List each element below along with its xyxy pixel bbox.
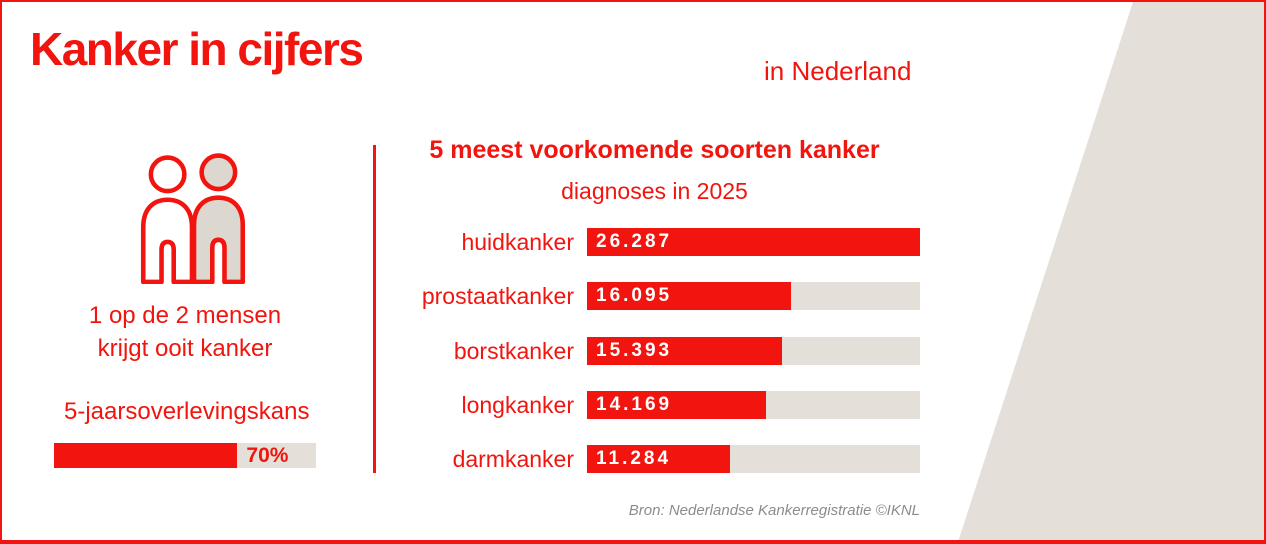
bar-fill: 15.393 bbox=[587, 337, 782, 365]
survival-value-label: 70% bbox=[246, 443, 289, 467]
bar-track: 15.393 bbox=[587, 337, 920, 365]
bar-row: longkanker 14.169 bbox=[2, 391, 1264, 419]
chart-subtitle: diagnoses in 2025 bbox=[561, 178, 748, 204]
bar-value-label: 16.095 bbox=[596, 285, 673, 306]
person-left bbox=[140, 155, 195, 284]
bar-row: darmkanker 11.284 bbox=[2, 445, 1264, 473]
bar-row: prostaatkanker 16.095 bbox=[2, 282, 1264, 310]
vertical-divider bbox=[373, 145, 376, 473]
two-persons-icon bbox=[140, 153, 246, 284]
bar-category-label: darmkanker bbox=[452, 446, 574, 472]
incidence-caption-line1: 1 op de 2 mensen bbox=[88, 302, 282, 329]
bar-category-label: huidkanker bbox=[461, 229, 574, 255]
incidence-caption: 1 op de 2 mensen krijgt ooit kanker bbox=[60, 299, 310, 365]
bar-value-label: 11.284 bbox=[596, 448, 672, 469]
survival-rate-label: 5-jaarsoverlevingskans bbox=[64, 398, 310, 425]
bar-value-label: 15.393 bbox=[596, 340, 673, 361]
source-note: Bron: Nederlandse Kankerregistratie ©IKN… bbox=[628, 502, 920, 519]
bar-fill: 14.169 bbox=[587, 391, 767, 419]
page-subtitle: in Nederland bbox=[764, 56, 912, 86]
bar-category-label: longkanker bbox=[461, 392, 574, 418]
bar-fill: 11.284 bbox=[587, 445, 730, 473]
bar-track: 16.095 bbox=[587, 282, 920, 310]
bar-track: 11.284 bbox=[587, 445, 920, 473]
bar-value-label: 26.287 bbox=[596, 231, 673, 252]
bar-fill: 26.287 bbox=[587, 228, 920, 256]
person-right bbox=[191, 153, 246, 284]
survival-bar-track: 70% bbox=[54, 443, 316, 468]
bar-track: 26.287 bbox=[587, 228, 920, 256]
bar-row: borstkanker 15.393 bbox=[2, 337, 1264, 365]
bar-category-label: prostaatkanker bbox=[421, 283, 574, 309]
chart-title: 5 meest voorkomende soorten kanker bbox=[429, 136, 880, 164]
page-title: Kanker in cijfers bbox=[30, 23, 364, 75]
bar-category-label: borstkanker bbox=[453, 338, 574, 364]
bar-fill: 16.095 bbox=[587, 282, 791, 310]
bar-value-label: 14.169 bbox=[596, 394, 673, 415]
incidence-caption-line2: krijgt ooit kanker bbox=[97, 335, 273, 362]
survival-bar-fill bbox=[54, 443, 238, 468]
bar-row: huidkanker 26.287 bbox=[2, 228, 1264, 256]
bar-track: 14.169 bbox=[587, 391, 920, 419]
